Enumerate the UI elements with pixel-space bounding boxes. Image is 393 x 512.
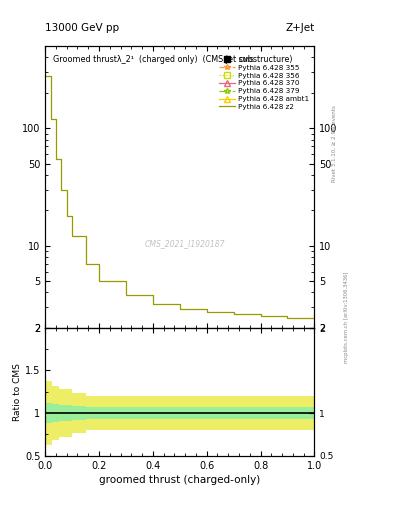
Legend: CMS, Pythia 6.428 355, Pythia 6.428 356, Pythia 6.428 370, Pythia 6.428 379, Pyt: CMS, Pythia 6.428 355, Pythia 6.428 356,… xyxy=(218,55,311,112)
Text: Groomed thrustλ_2¹  (charged only)  (CMS jet substructure): Groomed thrustλ_2¹ (charged only) (CMS j… xyxy=(53,55,293,63)
Text: 13000 GeV pp: 13000 GeV pp xyxy=(45,23,119,33)
Text: mcplots.cern.ch [arXiv:1306.3436]: mcplots.cern.ch [arXiv:1306.3436] xyxy=(344,272,349,363)
X-axis label: groomed thrust (charged-only): groomed thrust (charged-only) xyxy=(99,475,261,485)
Text: Z+Jet: Z+Jet xyxy=(285,23,314,33)
Text: CMS_2021_I1920187: CMS_2021_I1920187 xyxy=(145,239,226,248)
Y-axis label: Ratio to CMS: Ratio to CMS xyxy=(13,362,22,421)
Text: Rivet 3.1.10, ≥ 2.9M events: Rivet 3.1.10, ≥ 2.9M events xyxy=(332,105,337,182)
